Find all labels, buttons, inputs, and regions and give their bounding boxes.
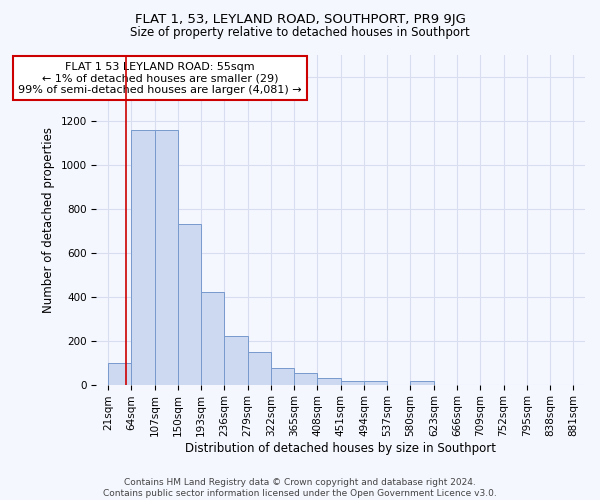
Text: FLAT 1, 53, LEYLAND ROAD, SOUTHPORT, PR9 9JG: FLAT 1, 53, LEYLAND ROAD, SOUTHPORT, PR9… <box>134 12 466 26</box>
Bar <box>131 130 155 384</box>
Bar <box>364 382 387 384</box>
Text: FLAT 1 53 LEYLAND ROAD: 55sqm
← 1% of detached houses are smaller (29)
99% of se: FLAT 1 53 LEYLAND ROAD: 55sqm ← 1% of de… <box>18 62 302 95</box>
Bar <box>201 292 224 384</box>
Bar <box>341 382 364 384</box>
Bar <box>178 224 201 384</box>
X-axis label: Distribution of detached houses by size in Southport: Distribution of detached houses by size … <box>185 442 496 455</box>
Bar <box>155 130 178 384</box>
Bar <box>271 368 294 384</box>
Bar <box>294 372 317 384</box>
Bar <box>108 362 131 384</box>
Bar <box>248 352 271 384</box>
Bar <box>224 336 248 384</box>
Text: Size of property relative to detached houses in Southport: Size of property relative to detached ho… <box>130 26 470 39</box>
Y-axis label: Number of detached properties: Number of detached properties <box>42 127 55 313</box>
Text: Contains HM Land Registry data © Crown copyright and database right 2024.
Contai: Contains HM Land Registry data © Crown c… <box>103 478 497 498</box>
Bar <box>410 382 434 384</box>
Bar <box>317 378 341 384</box>
